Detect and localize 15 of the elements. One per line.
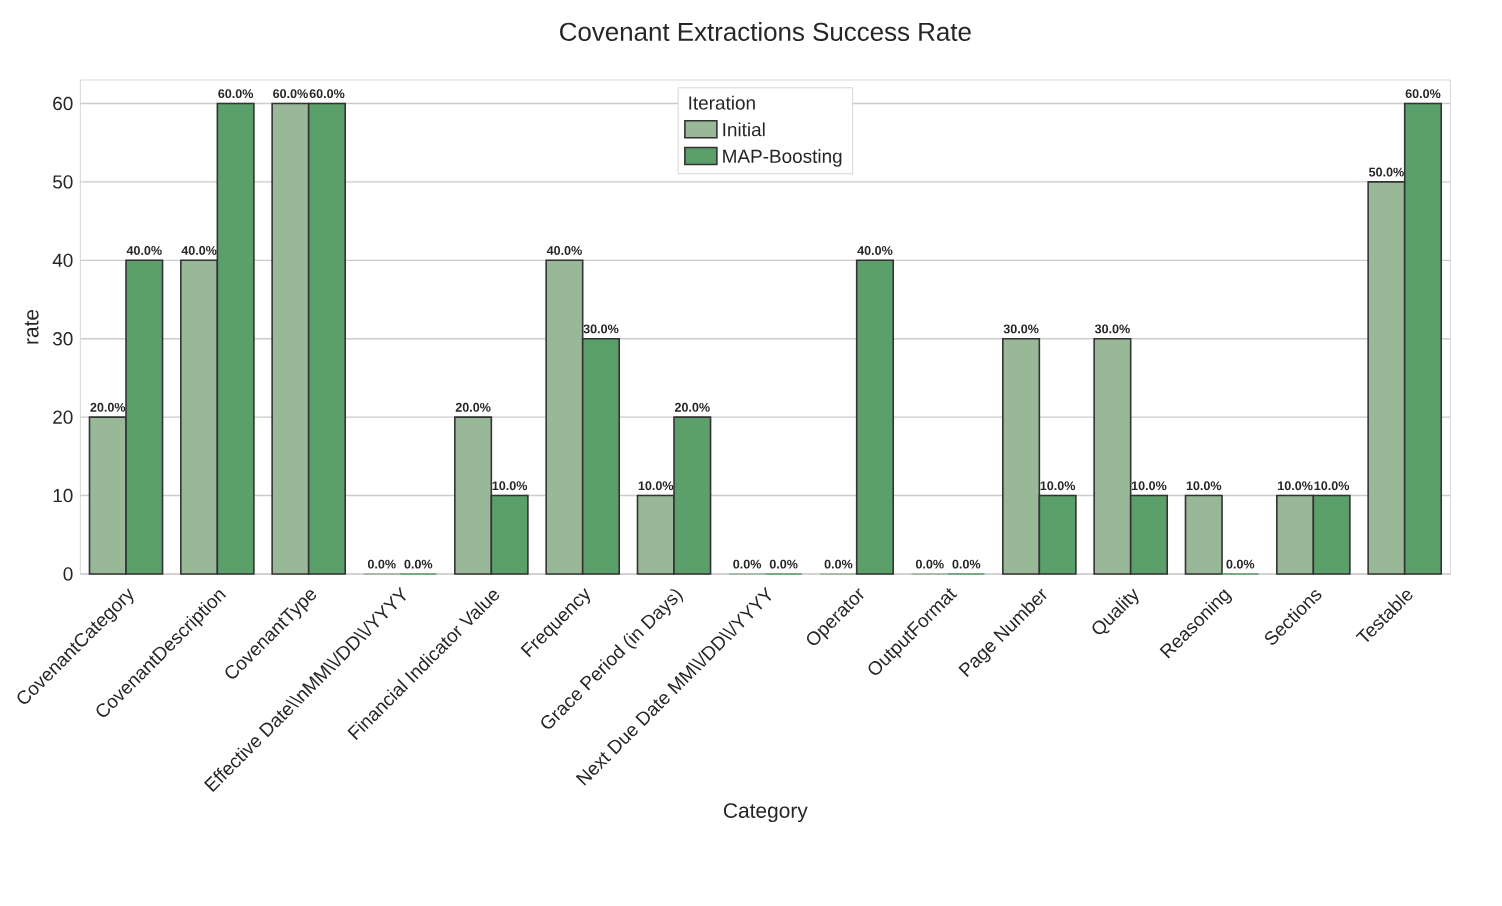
bar: [1184, 494, 1223, 575]
chart-title: Covenant Extractions Success Rate: [560, 21, 971, 41]
y-tick-label: 0: [63, 567, 73, 581]
y-tick-label: 60: [53, 96, 73, 111]
legend-label: Initial: [723, 122, 765, 137]
x-axis-title: Category: [723, 803, 808, 823]
y-tick-label: 40: [52, 253, 73, 268]
legend-label: MAP-Boosting: [723, 149, 842, 167]
y-tick-label: 10: [53, 488, 73, 503]
y-axis-title: rate: [24, 309, 39, 344]
y-tick-label: 50: [53, 175, 73, 189]
y-tick-label: 20: [53, 410, 73, 424]
y-tick-label: 30: [52, 332, 73, 346]
legend-title: Iteration: [689, 95, 755, 110]
bar: [855, 259, 895, 575]
